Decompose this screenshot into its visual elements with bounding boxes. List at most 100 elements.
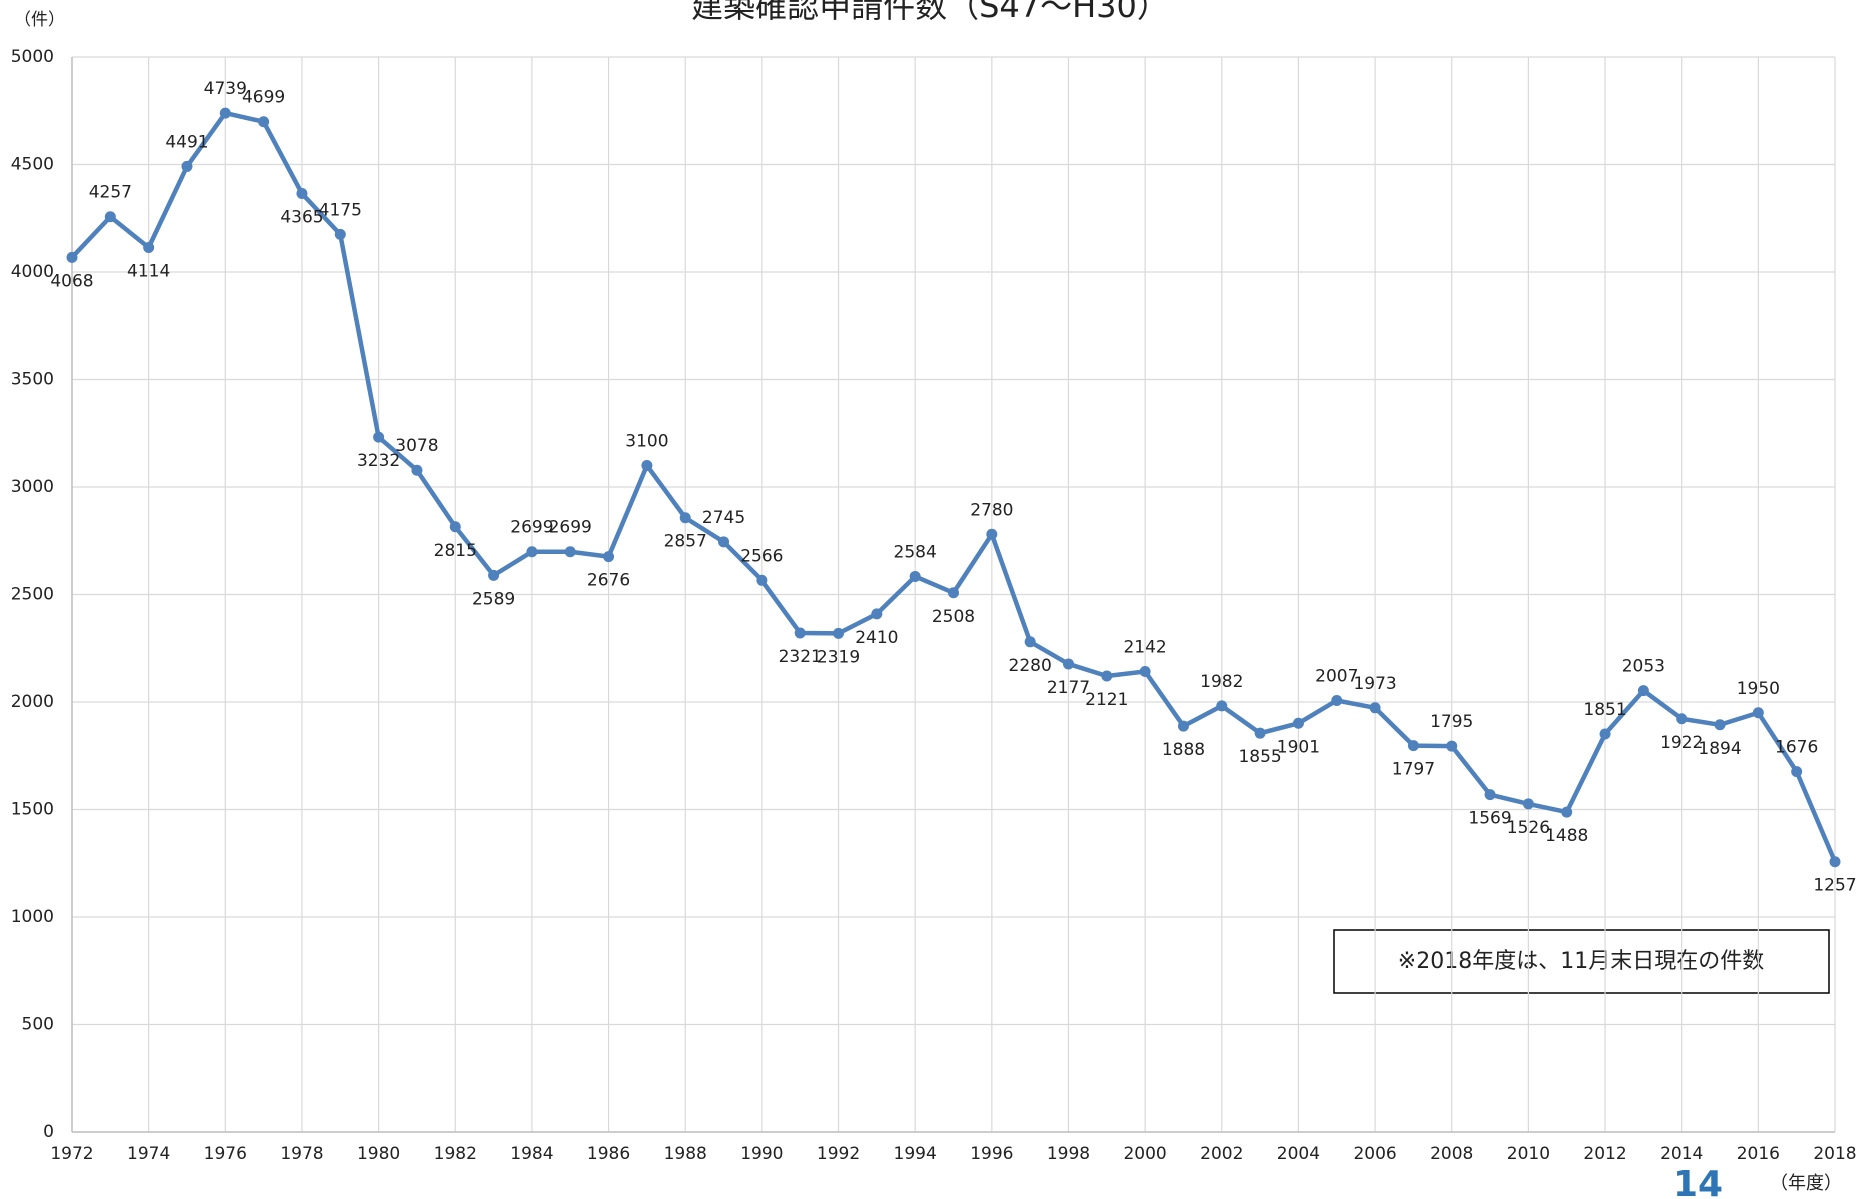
data-point	[909, 570, 921, 582]
data-point	[833, 627, 845, 639]
data-point	[1522, 798, 1534, 810]
y-tick-label: 500	[22, 1015, 54, 1035]
data-label: 3232	[357, 451, 400, 471]
data-label: 3078	[395, 436, 438, 456]
data-label: 4175	[319, 200, 362, 220]
data-label: 2566	[740, 546, 783, 566]
data-point	[373, 431, 385, 443]
data-point	[641, 460, 653, 471]
data-point	[871, 608, 883, 620]
x-tick-label: 1972	[50, 1144, 93, 1164]
data-point	[334, 228, 346, 240]
data-label: 1676	[1775, 738, 1818, 758]
x-tick-label: 1980	[357, 1144, 400, 1164]
data-label: 2142	[1123, 637, 1166, 657]
data-label: 2121	[1085, 690, 1128, 710]
data-label: 2857	[664, 532, 707, 552]
data-label: 4491	[165, 132, 208, 152]
data-label: 2780	[970, 500, 1013, 520]
data-point	[1446, 740, 1458, 752]
x-tick-label: 2002	[1200, 1144, 1243, 1164]
x-tick-label: 1986	[587, 1144, 630, 1164]
data-point	[794, 627, 806, 639]
data-point	[1561, 806, 1573, 818]
data-point	[756, 574, 768, 586]
data-label: 2007	[1315, 666, 1358, 686]
data-label: 2319	[817, 647, 860, 667]
data-label: 1526	[1507, 818, 1550, 838]
data-label: 2676	[587, 571, 630, 591]
annotation: ※2018年度は、11月末日現在の件数	[1398, 949, 1764, 974]
y-tick-label: 3500	[11, 370, 54, 390]
data-label: 1973	[1353, 674, 1396, 694]
data-label: 2745	[702, 508, 745, 528]
data-point	[1177, 720, 1189, 732]
data-point	[1714, 719, 1726, 731]
x-tick-label: 2006	[1353, 1144, 1396, 1164]
data-point	[679, 512, 691, 524]
y-tick-label: 4500	[11, 155, 54, 175]
x-axis-label: （年度）	[1770, 1173, 1842, 1194]
y-tick-label: 3000	[11, 477, 54, 497]
data-point	[104, 211, 116, 223]
y-tick-label: 2000	[11, 692, 54, 712]
data-point	[1139, 665, 1151, 677]
y-tick-label: 0	[43, 1122, 54, 1142]
data-label: 4739	[204, 79, 247, 99]
data-label: 1851	[1583, 700, 1626, 720]
x-tick-label: 1988	[664, 1144, 707, 1164]
data-label: 4257	[89, 183, 132, 203]
data-point	[411, 464, 423, 476]
y-tick-label: 5000	[11, 47, 54, 67]
data-label: 2584	[894, 542, 937, 562]
data-point	[1407, 740, 1419, 752]
data-label: 1894	[1698, 739, 1741, 759]
x-tick-label: 1978	[280, 1144, 323, 1164]
x-tick-label: 2018	[1813, 1144, 1856, 1164]
data-label: 4699	[242, 88, 285, 108]
data-point	[488, 569, 500, 581]
data-label: 2815	[434, 541, 477, 561]
data-point	[1101, 670, 1113, 682]
data-label: 1795	[1430, 712, 1473, 732]
data-label: 3100	[625, 432, 668, 452]
chart-title: 建築確認申請件数（S47〜H30）	[691, 0, 1169, 25]
x-tick-label: 1974	[127, 1144, 170, 1164]
data-point	[948, 587, 959, 599]
data-label: 1901	[1277, 737, 1320, 757]
data-label: 2699	[510, 518, 553, 538]
x-tick-label: 1984	[510, 1144, 553, 1164]
data-label: 2053	[1622, 657, 1665, 677]
data-point	[1752, 707, 1764, 719]
data-point	[1829, 856, 1841, 868]
x-tick-label: 2010	[1507, 1144, 1550, 1164]
data-label: 2177	[1047, 678, 1090, 698]
data-point	[1254, 727, 1266, 739]
data-label: 1797	[1392, 760, 1435, 780]
data-point	[564, 546, 576, 558]
data-point	[526, 546, 538, 558]
data-point	[449, 521, 461, 533]
x-tick-label: 2008	[1430, 1144, 1473, 1164]
data-label: 1982	[1200, 672, 1243, 692]
x-tick-label: 2016	[1737, 1144, 1780, 1164]
page-number: 14	[1673, 1164, 1723, 1199]
x-tick-label: 2014	[1660, 1144, 1703, 1164]
x-tick-label: 1992	[817, 1144, 860, 1164]
data-point	[1676, 713, 1688, 725]
data-label: 1569	[1468, 809, 1511, 829]
x-tick-label: 2004	[1277, 1144, 1320, 1164]
data-point	[143, 241, 155, 253]
data-point	[1216, 700, 1228, 712]
data-point	[1599, 728, 1611, 740]
x-tick-label: 1990	[740, 1144, 783, 1164]
y-tick-label: 1000	[11, 907, 54, 927]
x-tick-label: 1996	[970, 1144, 1013, 1164]
data-point	[1484, 789, 1496, 801]
data-point	[718, 536, 730, 548]
data-point	[1024, 636, 1036, 648]
x-tick-label: 2000	[1123, 1144, 1166, 1164]
data-label: 4114	[127, 261, 170, 281]
y-tick-label: 1500	[11, 800, 54, 820]
